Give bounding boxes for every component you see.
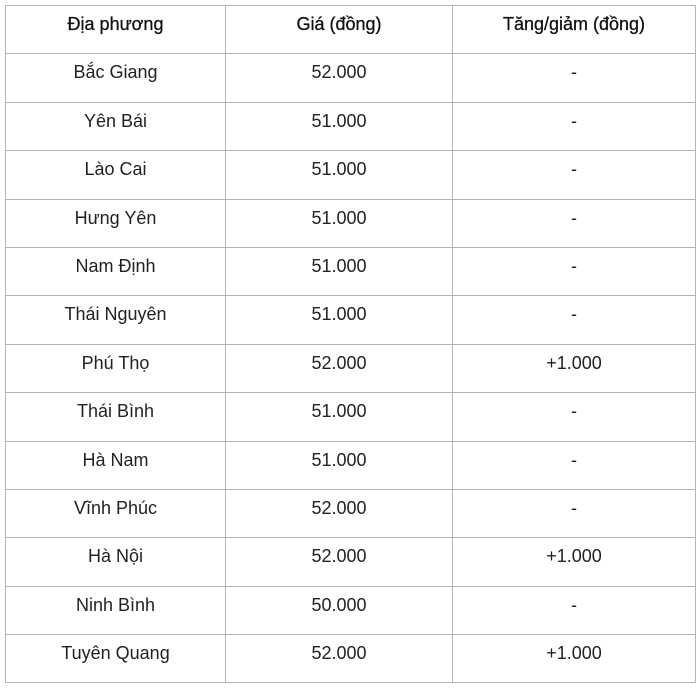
region-cell-text: Phú Thọ	[81, 352, 150, 373]
header-region: Địa phương	[5, 4, 226, 55]
table-row: Ninh Bình 50.000 -	[5, 585, 696, 636]
price-cell-text: 51.000	[311, 207, 367, 228]
change-cell: -	[452, 198, 696, 248]
region-cell: Lào Cai	[5, 150, 226, 200]
price-cell: 51.000	[225, 150, 453, 200]
region-cell: Ninh Bình	[5, 585, 226, 636]
region-cell-text: Tuyên Quang	[61, 643, 170, 664]
change-cell: -	[452, 392, 696, 442]
header-row: Địa phương Giá (đồng) Tăng/giảm (đồng)	[5, 4, 696, 55]
change-cell-text: -	[571, 62, 577, 83]
change-cell-text: -	[571, 110, 577, 131]
table-row: Nam Định 51.000 -	[5, 246, 696, 297]
region-cell-text: Ninh Bình	[75, 594, 156, 615]
change-cell: -	[452, 488, 696, 539]
change-cell-text: -	[571, 255, 577, 276]
change-cell-text: +1.000	[546, 643, 602, 664]
region-cell: Vĩnh Phúc	[5, 488, 226, 539]
change-cell-text: -	[571, 449, 577, 470]
region-cell-text: Hà Nội	[87, 546, 144, 567]
table-row: Yên Bái 51.000 -	[5, 101, 696, 152]
change-cell: +1.000	[452, 343, 696, 394]
price-cell-text: 52.000	[311, 352, 367, 373]
change-cell-text: -	[571, 304, 577, 325]
region-cell: Thái Nguyên	[5, 295, 226, 345]
region-cell-text: Hưng Yên	[74, 207, 157, 228]
region-cell-text: Thái Bình	[76, 401, 155, 422]
change-cell-text: -	[571, 207, 577, 228]
region-cell: Hà Nam	[5, 440, 226, 490]
table-row: Thái Nguyên 51.000 -	[5, 295, 696, 345]
table-row: Thái Bình 51.000 -	[5, 392, 696, 442]
region-cell: Yên Bái	[5, 101, 226, 152]
price-cell: 51.000	[225, 440, 453, 490]
price-cell-text: 51.000	[311, 304, 367, 325]
table-row: Hưng Yên 51.000 -	[5, 198, 696, 248]
price-cell-text: 52.000	[311, 546, 367, 567]
price-cell: 52.000	[225, 537, 453, 587]
table-row: Hà Nam 51.000 -	[5, 440, 696, 490]
region-cell-text: Yên Bái	[83, 110, 148, 131]
region-cell-text: Lào Cai	[84, 159, 147, 180]
table-row: Hà Nội 52.000 +1.000	[5, 537, 696, 587]
change-cell: +1.000	[452, 634, 696, 684]
change-cell-text: +1.000	[546, 352, 602, 373]
change-cell-text: -	[571, 401, 577, 422]
price-table: Địa phương Giá (đồng) Tăng/giảm (đồng) B…	[5, 4, 696, 684]
region-cell: Nam Định	[5, 246, 226, 297]
region-cell-text: Vĩnh Phúc	[73, 497, 158, 518]
table-row: Tuyên Quang 52.000 +1.000	[5, 634, 696, 684]
change-cell: -	[452, 585, 696, 636]
table-row: Lào Cai 51.000 -	[5, 150, 696, 200]
region-cell-text: Thái Nguyên	[64, 304, 167, 325]
price-cell: 52.000	[225, 343, 453, 394]
region-cell-text: Nam Định	[75, 255, 156, 276]
price-cell-text: 52.000	[311, 643, 367, 664]
header-label: Giá (đồng)	[296, 14, 382, 34]
header-price: Giá (đồng)	[225, 4, 453, 55]
region-cell: Tuyên Quang	[5, 634, 226, 684]
price-cell-text: 50.000	[311, 594, 367, 615]
price-cell-text: 51.000	[311, 159, 367, 180]
header-change: Tăng/giảm (đồng)	[452, 4, 696, 55]
price-cell-text: 51.000	[311, 401, 367, 422]
region-cell: Phú Thọ	[5, 343, 226, 394]
change-cell: -	[452, 150, 696, 200]
price-cell: 52.000	[225, 53, 453, 103]
change-cell-text: -	[571, 594, 577, 615]
region-cell: Hưng Yên	[5, 198, 226, 248]
change-cell-text: -	[571, 497, 577, 518]
change-cell: -	[452, 53, 696, 103]
price-cell: 52.000	[225, 488, 453, 539]
table-row: Vĩnh Phúc 52.000 -	[5, 488, 696, 539]
price-cell: 51.000	[225, 198, 453, 248]
header-label: Địa phương	[67, 14, 164, 34]
price-cell-text: 51.000	[311, 449, 367, 470]
price-cell: 51.000	[225, 101, 453, 152]
price-cell-text: 52.000	[311, 497, 367, 518]
change-cell: -	[452, 246, 696, 297]
change-cell: -	[452, 101, 696, 152]
price-cell-text: 51.000	[311, 255, 367, 276]
region-cell: Bắc Giang	[5, 53, 226, 103]
price-cell: 50.000	[225, 585, 453, 636]
price-cell-text: 52.000	[311, 62, 367, 83]
change-cell: -	[452, 440, 696, 490]
change-cell-text: -	[571, 159, 577, 180]
region-cell: Hà Nội	[5, 537, 226, 587]
price-cell: 51.000	[225, 392, 453, 442]
price-cell: 51.000	[225, 295, 453, 345]
region-cell: Thái Bình	[5, 392, 226, 442]
table-row: Bắc Giang 52.000 -	[5, 53, 696, 103]
change-cell: -	[452, 295, 696, 345]
header-label: Tăng/giảm (đồng)	[502, 14, 646, 34]
price-cell: 51.000	[225, 246, 453, 297]
region-cell-text: Bắc Giang	[73, 62, 158, 83]
region-cell-text: Hà Nam	[82, 449, 149, 470]
change-cell-text: +1.000	[546, 546, 602, 567]
change-cell: +1.000	[452, 537, 696, 587]
price-cell-text: 51.000	[311, 110, 367, 131]
price-cell: 52.000	[225, 634, 453, 684]
table-row: Phú Thọ 52.000 +1.000	[5, 343, 696, 394]
